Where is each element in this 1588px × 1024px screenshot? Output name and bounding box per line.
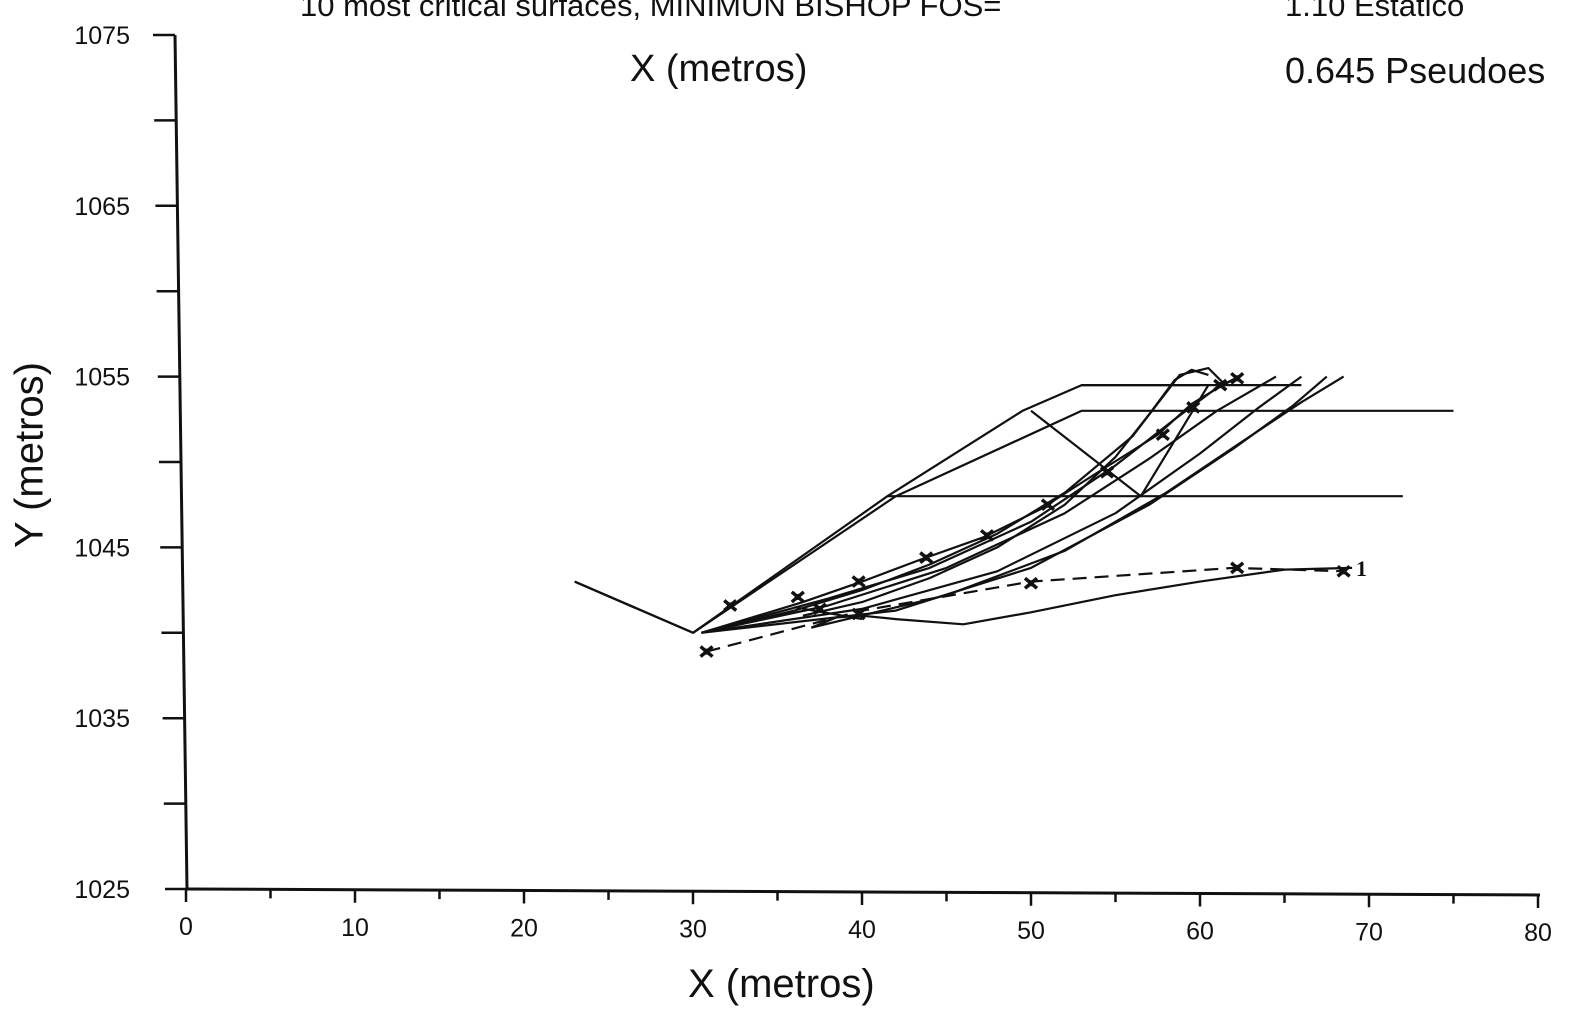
data-point	[790, 590, 805, 604]
x-tick-label: 10	[341, 914, 369, 942]
y-tick-label: 1025	[74, 876, 130, 904]
y-tick-label: 1035	[74, 705, 130, 733]
series-line	[701, 375, 1240, 634]
data-point	[851, 607, 866, 621]
y-tick-label: 1055	[74, 364, 130, 392]
data-point	[1213, 378, 1228, 392]
data-point	[851, 575, 866, 588]
series-line	[701, 375, 1328, 634]
series-line	[1030, 384, 1210, 498]
data-point	[979, 529, 995, 542]
series-line	[574, 495, 1403, 634]
x-tick-label: 0	[179, 913, 193, 941]
data-point	[723, 599, 738, 612]
fos-pseudo-value: 0.645 Pseudoes	[1285, 50, 1546, 91]
y-tick-label: 1065	[74, 193, 130, 221]
data-point	[1336, 564, 1351, 578]
series-line	[701, 375, 1303, 634]
x-tick-label: 50	[1017, 917, 1045, 945]
axes	[173, 34, 1541, 897]
data-point	[699, 645, 714, 658]
series-line	[574, 580, 694, 634]
x-tick-label: 30	[679, 915, 707, 943]
y-tick-label: 1045	[74, 534, 130, 562]
data-point	[1023, 576, 1039, 590]
x-tick-label: 20	[510, 915, 538, 943]
x-axis-label: X (metros)	[688, 962, 875, 1006]
x-tick-label: 40	[848, 916, 876, 944]
x-axis-line	[186, 887, 1541, 897]
y-axis-ticks: 1025 1035 1045 1055 1065 1075	[74, 22, 187, 904]
title-text: 10 most critical surfaces, MINIMUN BISHO…	[300, 0, 1002, 23]
series-line	[701, 375, 1277, 634]
marker-points	[699, 371, 1351, 658]
slip-surfaces	[574, 367, 1454, 653]
data-point	[919, 551, 934, 564]
data-point	[812, 602, 827, 616]
y-axis-label: Y (metros)	[7, 362, 52, 548]
x-axis-ticks: 0 10 20 30 40 50 60 70 80	[179, 888, 1552, 947]
data-point	[1230, 561, 1245, 575]
x-tick-label: 60	[1186, 918, 1214, 946]
data-point	[1040, 498, 1056, 512]
y-tick-label: 1075	[74, 22, 130, 50]
x-tick-label: 80	[1524, 919, 1552, 947]
data-point	[1186, 400, 1201, 414]
series-line	[811, 375, 1345, 629]
surface-annotation: 1	[1356, 556, 1367, 581]
series-line	[701, 375, 1240, 634]
series-line	[802, 368, 1209, 617]
x-tick-label: 70	[1355, 918, 1383, 946]
data-point	[1099, 465, 1115, 479]
series-line	[692, 409, 1454, 634]
fos-static-value: 1.10 Estático	[1285, 0, 1465, 23]
x-axis-label-top: X (metros)	[630, 48, 808, 90]
series-line	[810, 566, 1353, 629]
series-line	[701, 367, 1227, 634]
chart-title: 10 most critical surfaces, MINIMUN BISHO…	[300, 0, 1464, 24]
data-point	[1230, 371, 1245, 385]
data-point	[1155, 428, 1170, 442]
